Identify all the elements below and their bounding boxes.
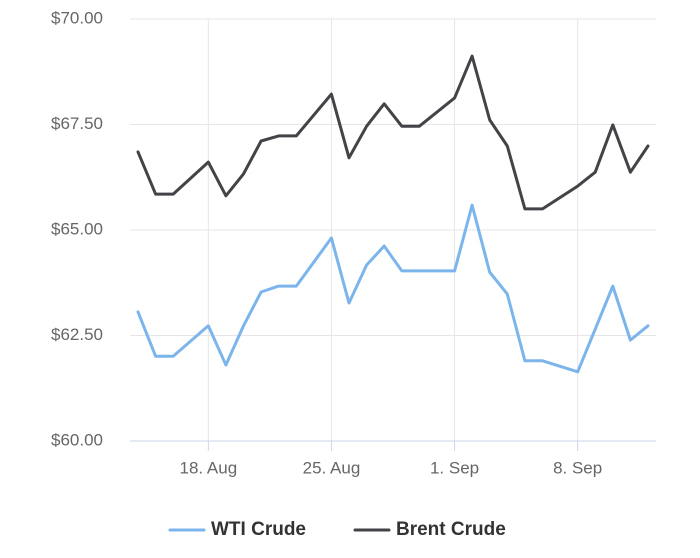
x-tick-label: 25. Aug xyxy=(303,458,361,477)
y-tick-label: $67.50 xyxy=(51,114,103,133)
x-tick-label: 1. Sep xyxy=(430,458,479,477)
series-line xyxy=(136,203,650,374)
x-tick-label: 18. Aug xyxy=(180,458,238,477)
legend-label: Brent Crude xyxy=(396,519,506,540)
y-tick-label: $60.00 xyxy=(51,430,103,449)
x-tick-label: 8. Sep xyxy=(553,458,602,477)
series-line xyxy=(136,54,650,211)
y-tick-label: $65.00 xyxy=(51,219,103,238)
y-tick-label: $62.50 xyxy=(51,325,103,344)
legend-label: WTI Crude xyxy=(211,519,306,540)
y-tick-label: $70.00 xyxy=(51,8,103,27)
